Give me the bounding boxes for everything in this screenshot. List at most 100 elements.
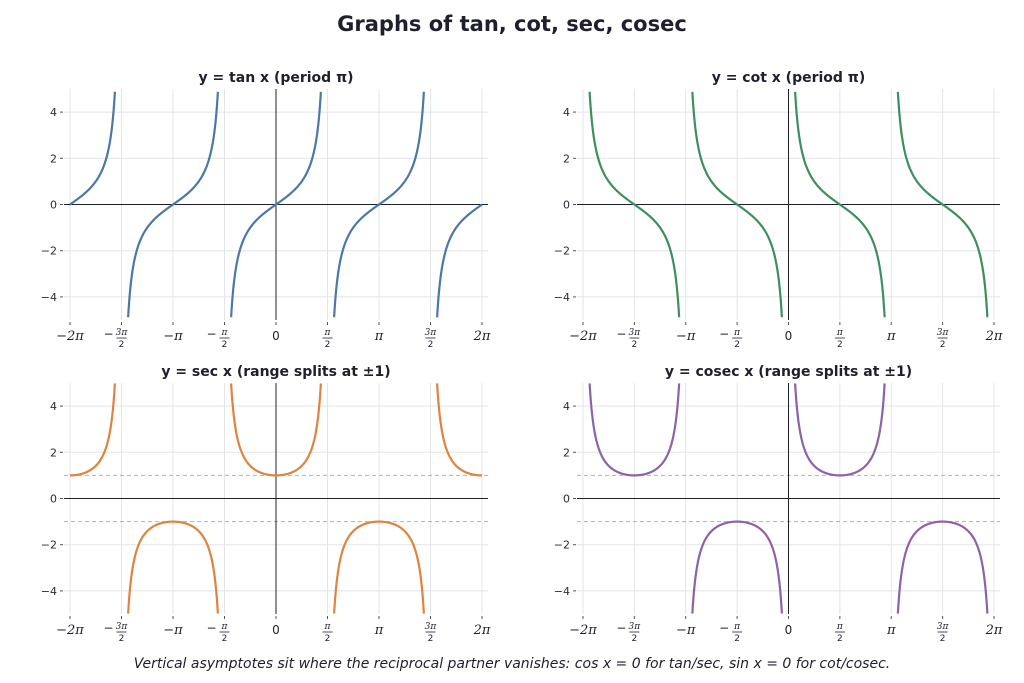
x-tick-label: −2π	[569, 623, 597, 638]
panel-title: y = tan x (period π)	[198, 70, 353, 86]
panel-title: y = cot x (period π)	[712, 70, 866, 86]
x-tick-label: 2π	[985, 329, 1003, 344]
svg-text:3π: 3π	[629, 622, 642, 632]
curve-branch-cot	[896, 91, 989, 318]
y-tick-label: 2	[50, 152, 57, 165]
curve-branch-sec	[333, 520, 425, 614]
curve-branch-cot	[588, 91, 681, 318]
curve-branch-csc	[794, 383, 886, 477]
svg-text:π: π	[836, 328, 844, 338]
y-tick-label: 0	[563, 199, 570, 212]
y-tick-label: −2	[41, 245, 57, 258]
curve-branch-csc	[588, 383, 681, 477]
x-tick-label: 3π2	[937, 328, 950, 350]
x-tick-label: − π 2	[719, 621, 743, 644]
y-tick-label: −4	[41, 585, 57, 598]
svg-text:−: −	[719, 327, 729, 341]
svg-text:2: 2	[222, 340, 228, 350]
svg-text:2: 2	[940, 340, 946, 350]
svg-text:2: 2	[119, 634, 125, 644]
x-tick-label: −2π	[56, 329, 84, 344]
x-tick-label: −2π	[56, 623, 84, 638]
svg-text:2: 2	[734, 340, 740, 350]
svg-text:π: π	[221, 328, 229, 338]
svg-text:2: 2	[837, 634, 843, 644]
x-tick-label: − π 2	[206, 621, 230, 644]
curve-branch-tan	[333, 91, 425, 318]
x-tick-label: −3π 2	[616, 327, 641, 350]
x-tick-label: 0	[272, 329, 280, 343]
x-tick-label: π2	[834, 328, 845, 350]
x-tick-label: π	[886, 623, 896, 638]
x-tick-label: −3π 2	[103, 621, 128, 644]
y-tick-label: −4	[41, 291, 57, 304]
panel-title: y = cosec x (range splits at ±1)	[665, 364, 912, 380]
svg-text:2: 2	[837, 340, 843, 350]
x-tick-label: 0	[785, 623, 793, 637]
x-tick-label: 0	[785, 329, 793, 343]
svg-text:π: π	[324, 328, 332, 338]
curve-branch-tan	[436, 203, 483, 318]
y-tick-label: 4	[50, 400, 57, 413]
y-tick-label: 0	[50, 493, 57, 506]
curve-branch-tan	[69, 91, 116, 206]
svg-text:−: −	[206, 327, 216, 341]
x-tick-label: −π	[676, 329, 696, 344]
y-tick-label: 0	[50, 199, 57, 212]
curve-branch-sec	[127, 520, 219, 614]
y-tick-label: −2	[554, 539, 570, 552]
svg-text:−: −	[719, 621, 729, 635]
svg-text:π: π	[733, 328, 741, 338]
panel-title: y = sec x (range splits at ±1)	[161, 364, 390, 380]
x-tick-label: π2	[322, 622, 333, 644]
chart-panel-sec: y = sec x (range splits at ±1)420−2−4−2π…	[41, 364, 491, 644]
x-tick-label: π	[374, 329, 384, 344]
y-tick-label: 4	[563, 106, 570, 119]
curve-branch-tan	[230, 91, 322, 318]
page-title: Graphs of tan, cot, sec, cosec	[337, 12, 687, 36]
svg-text:−: −	[616, 327, 626, 341]
y-tick-label: 2	[563, 152, 570, 165]
x-tick-label: 2π	[473, 329, 491, 344]
curve-branch-sec	[436, 383, 483, 477]
y-tick-label: 4	[563, 400, 570, 413]
svg-text:2: 2	[428, 634, 434, 644]
svg-text:3π: 3π	[937, 328, 950, 338]
curve-branch-sec	[230, 383, 322, 477]
svg-text:3π: 3π	[629, 328, 642, 338]
x-tick-label: π	[886, 329, 896, 344]
x-tick-label: −3π 2	[103, 327, 128, 350]
x-tick-label: 2π	[985, 623, 1003, 638]
curve-branch-csc	[896, 520, 989, 614]
x-tick-label: 2π	[473, 623, 491, 638]
curve-branch-tan	[127, 91, 219, 318]
x-tick-label: − π 2	[719, 327, 743, 350]
y-tick-label: 0	[563, 493, 570, 506]
svg-text:3π: 3π	[116, 328, 129, 338]
svg-text:2: 2	[325, 340, 331, 350]
x-tick-label: π2	[322, 328, 333, 350]
svg-text:2: 2	[222, 634, 228, 644]
svg-text:−: −	[206, 621, 216, 635]
curve-branch-cot	[794, 91, 886, 318]
x-tick-label: π2	[834, 622, 845, 644]
svg-text:2: 2	[632, 634, 638, 644]
x-tick-label: 0	[272, 623, 280, 637]
y-tick-label: 4	[50, 106, 57, 119]
x-tick-label: − π 2	[206, 327, 230, 350]
x-tick-label: 3π2	[425, 328, 438, 350]
x-tick-label: −2π	[569, 329, 597, 344]
y-tick-label: −2	[41, 539, 57, 552]
y-tick-label: −2	[554, 245, 570, 258]
svg-text:−: −	[103, 621, 113, 635]
svg-text:π: π	[221, 622, 229, 632]
x-tick-label: −π	[163, 623, 183, 638]
svg-text:2: 2	[428, 340, 434, 350]
y-tick-label: 2	[50, 446, 57, 459]
svg-text:π: π	[733, 622, 741, 632]
svg-text:3π: 3π	[116, 622, 129, 632]
svg-text:π: π	[836, 622, 844, 632]
curve-branch-sec	[69, 383, 116, 477]
svg-text:π: π	[324, 622, 332, 632]
